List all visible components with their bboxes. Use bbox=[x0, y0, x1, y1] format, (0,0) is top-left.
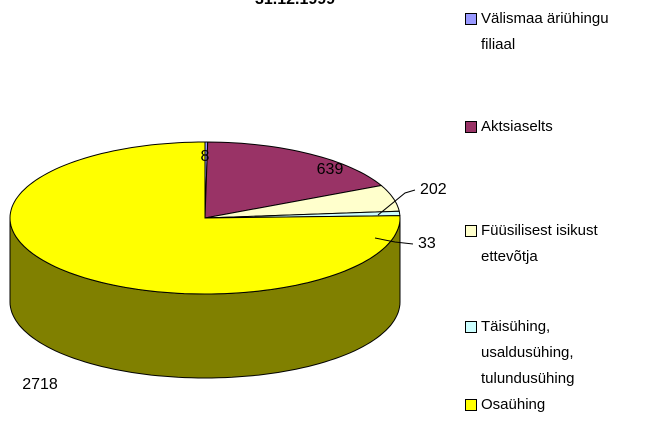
legend-swatch bbox=[465, 321, 477, 333]
leader-line bbox=[377, 189, 416, 216]
data-label: 202 bbox=[420, 181, 447, 198]
legend-swatch bbox=[465, 399, 477, 411]
legend-item: Täisühing, usaldusühing, tulundusühing bbox=[465, 314, 650, 392]
legend-item: Osaühing bbox=[465, 392, 650, 418]
data-label: 639 bbox=[317, 161, 344, 178]
legend-swatch bbox=[465, 225, 477, 237]
leader-line bbox=[374, 237, 414, 245]
legend-item: Aktsiaselts bbox=[465, 114, 650, 140]
legend-item: Füüsilisest isikust ettevõtja bbox=[465, 218, 650, 270]
legend-swatch bbox=[465, 13, 477, 25]
legend-label: Välismaa äriühingu filiaal bbox=[481, 10, 609, 53]
legend-swatch bbox=[465, 121, 477, 133]
legend-label: Aktsiaselts bbox=[481, 118, 553, 135]
legend-label: Täisühing, usaldusühing, tulundusühing bbox=[481, 318, 575, 387]
pie-slice bbox=[204, 141, 383, 219]
pie-slice bbox=[204, 184, 400, 219]
data-label: 2718 bbox=[22, 376, 58, 393]
pie-slice bbox=[9, 141, 401, 295]
legend-label: Osaühing bbox=[481, 396, 546, 413]
legend-item: Välismaa äriühingu filiaal bbox=[465, 6, 650, 58]
chart-title: 31.12.1999 bbox=[255, 0, 335, 8]
data-label: 33 bbox=[418, 235, 436, 252]
legend-label: Füüsilisest isikust ettevõtja bbox=[481, 222, 598, 265]
data-label: 8 bbox=[201, 148, 210, 165]
